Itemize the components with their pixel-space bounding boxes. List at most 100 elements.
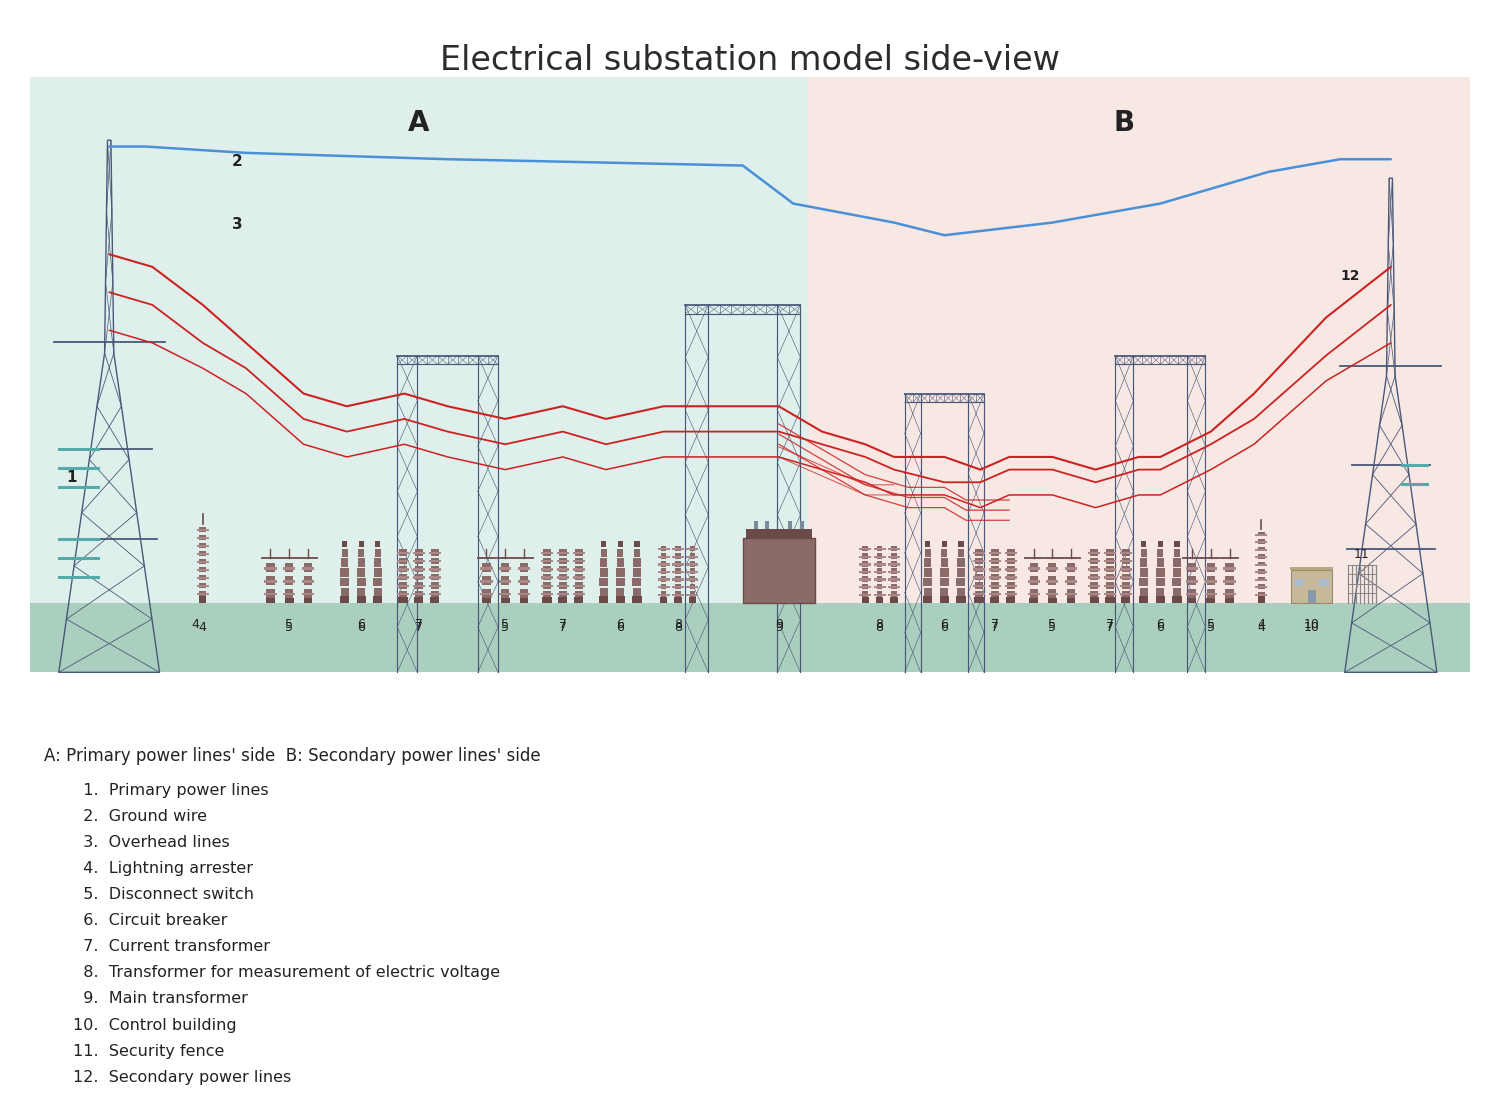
Bar: [891, 561, 897, 567]
Bar: [1007, 597, 1016, 603]
Bar: [399, 565, 406, 572]
Bar: [520, 563, 528, 572]
Bar: [429, 568, 441, 571]
Bar: [1106, 558, 1114, 564]
Bar: [634, 549, 640, 557]
Text: 5: 5: [501, 618, 509, 631]
Bar: [926, 549, 932, 557]
Bar: [891, 553, 897, 559]
Bar: [430, 591, 438, 597]
Bar: [1174, 549, 1180, 557]
Bar: [430, 565, 438, 572]
Bar: [1066, 589, 1076, 597]
Bar: [1158, 540, 1162, 547]
Bar: [200, 583, 207, 589]
Bar: [672, 563, 684, 565]
Bar: [1122, 574, 1130, 581]
Bar: [1257, 596, 1264, 603]
Bar: [430, 574, 438, 581]
Bar: [519, 597, 528, 603]
Bar: [196, 537, 208, 539]
Bar: [556, 576, 568, 579]
Bar: [600, 559, 608, 567]
Text: Electrical substation model side-view: Electrical substation model side-view: [440, 44, 1060, 77]
Bar: [1257, 554, 1264, 559]
Text: 3: 3: [231, 217, 242, 232]
Bar: [543, 591, 550, 597]
Bar: [196, 529, 208, 531]
Bar: [774, 541, 777, 601]
Bar: [660, 591, 666, 597]
Bar: [560, 582, 567, 589]
Bar: [1257, 584, 1264, 589]
Bar: [1088, 576, 1100, 579]
Bar: [687, 594, 699, 596]
Bar: [196, 553, 208, 556]
Bar: [1088, 568, 1100, 571]
Bar: [574, 549, 582, 556]
Bar: [416, 565, 423, 572]
Bar: [942, 549, 948, 557]
Bar: [1256, 571, 1268, 573]
Bar: [690, 561, 696, 567]
Bar: [483, 576, 490, 585]
Bar: [800, 522, 804, 528]
Text: 7: 7: [1106, 618, 1114, 631]
Bar: [200, 592, 207, 596]
Bar: [862, 546, 868, 551]
Bar: [304, 576, 312, 585]
Bar: [1029, 589, 1038, 597]
Bar: [1007, 574, 1014, 581]
Bar: [690, 553, 696, 559]
Bar: [501, 576, 509, 585]
Bar: [1173, 579, 1182, 586]
Bar: [657, 586, 669, 589]
Bar: [1047, 580, 1059, 583]
Bar: [375, 540, 381, 547]
Bar: [675, 597, 681, 603]
Bar: [1174, 540, 1179, 547]
Bar: [806, 541, 807, 601]
Bar: [789, 522, 792, 528]
Bar: [1104, 576, 1116, 579]
Bar: [1138, 596, 1149, 603]
Bar: [413, 568, 424, 571]
Bar: [675, 576, 681, 582]
Bar: [876, 546, 882, 551]
Bar: [1140, 569, 1148, 576]
Bar: [1156, 596, 1166, 603]
Bar: [304, 563, 312, 572]
Bar: [574, 574, 582, 581]
Bar: [873, 563, 885, 565]
Bar: [876, 597, 884, 603]
Bar: [1005, 593, 1017, 595]
Bar: [891, 584, 897, 590]
Bar: [876, 591, 882, 597]
Bar: [672, 548, 684, 550]
Bar: [675, 569, 681, 574]
Bar: [1090, 549, 1098, 556]
Bar: [1224, 568, 1236, 570]
Bar: [1158, 549, 1164, 557]
Bar: [687, 586, 699, 589]
Bar: [500, 568, 512, 570]
Bar: [940, 589, 948, 596]
Bar: [794, 541, 795, 601]
Bar: [888, 571, 900, 573]
Bar: [672, 579, 684, 581]
Text: 9.  Main transformer: 9. Main transformer: [74, 991, 248, 1007]
Bar: [543, 597, 552, 603]
Bar: [200, 559, 207, 564]
Text: 6: 6: [1156, 618, 1164, 631]
Bar: [480, 580, 492, 583]
Text: 2: 2: [231, 154, 243, 169]
Bar: [573, 593, 585, 595]
Bar: [374, 589, 381, 596]
Bar: [862, 576, 868, 582]
Bar: [1224, 580, 1236, 583]
Bar: [374, 559, 381, 567]
Bar: [974, 584, 986, 587]
Bar: [398, 551, 410, 554]
Bar: [1029, 563, 1038, 572]
Bar: [675, 553, 681, 559]
